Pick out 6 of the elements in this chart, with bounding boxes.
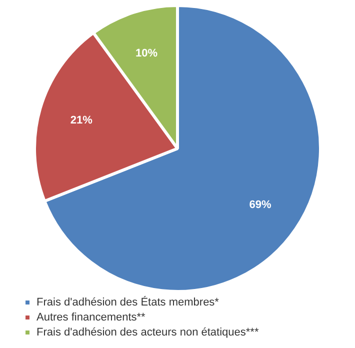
data-label: 69% <box>249 198 272 211</box>
legend-label: Frais d'adhésion des États membres* <box>36 296 220 309</box>
data-label: 21% <box>70 114 93 127</box>
legend-label: Frais d'adhésion des acteurs non étatiques*** <box>36 326 260 339</box>
data-label: 10% <box>136 47 158 60</box>
legend-label: Autres financements** <box>36 312 146 324</box>
